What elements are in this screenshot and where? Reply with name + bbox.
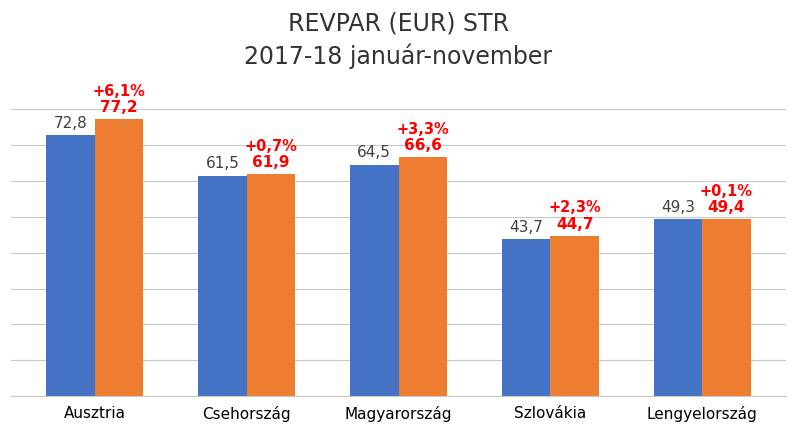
Bar	[247, 174, 295, 396]
Bar	[550, 236, 599, 396]
Text: 77,2: 77,2	[100, 100, 138, 115]
Bar	[350, 165, 398, 396]
Text: 61,9: 61,9	[252, 155, 290, 170]
Text: 64,5: 64,5	[357, 145, 391, 161]
Text: 66,6: 66,6	[404, 138, 442, 153]
Text: 49,3: 49,3	[661, 200, 695, 215]
Text: 61,5: 61,5	[206, 156, 239, 171]
Bar	[95, 119, 143, 396]
Bar	[398, 157, 447, 396]
Text: 43,7: 43,7	[509, 220, 543, 235]
Title: REVPAR (EUR) STR
2017-18 január-november: REVPAR (EUR) STR 2017-18 január-november	[245, 11, 552, 69]
Text: +3,3%: +3,3%	[396, 122, 450, 137]
Text: +6,1%: +6,1%	[92, 84, 146, 99]
Bar	[46, 135, 95, 396]
Text: 49,4: 49,4	[708, 200, 745, 215]
Text: +0,1%: +0,1%	[700, 184, 753, 198]
Bar	[654, 219, 702, 396]
Text: 44,7: 44,7	[556, 216, 593, 232]
Text: +0,7%: +0,7%	[245, 139, 297, 154]
Text: +2,3%: +2,3%	[548, 200, 601, 215]
Bar	[502, 239, 550, 396]
Bar	[702, 219, 751, 396]
Text: 72,8: 72,8	[53, 116, 88, 131]
Bar	[198, 175, 247, 396]
